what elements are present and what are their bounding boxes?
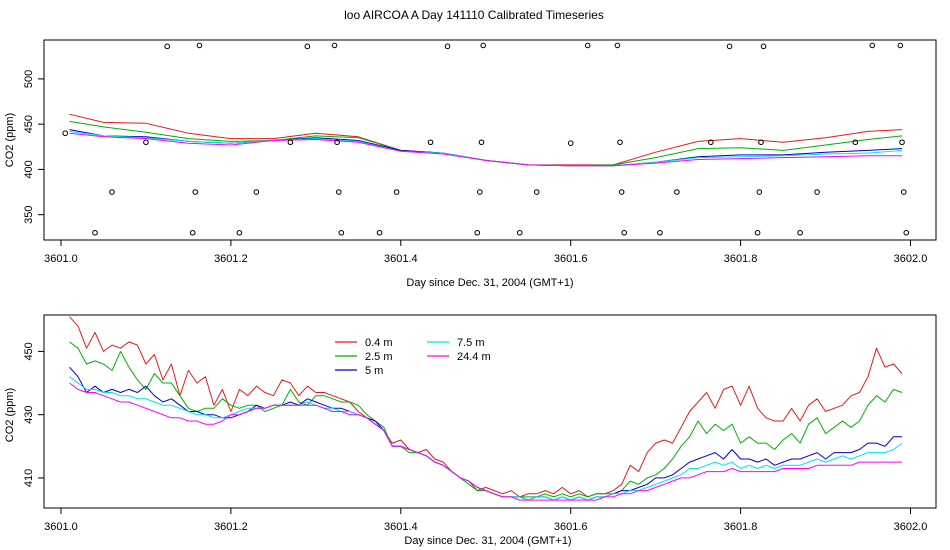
marker-point — [236, 229, 243, 236]
y-tick-label: 350 — [23, 205, 35, 223]
marker-point — [533, 189, 540, 195]
marker-point — [869, 42, 876, 49]
marker-point — [338, 229, 345, 236]
marker-point — [621, 229, 628, 236]
legend-label: 2.5 m — [365, 351, 393, 363]
x-tick-label: 3601.6 — [554, 521, 588, 533]
marker-point — [617, 139, 623, 146]
y-axis-bottom: 410 430 450 — [23, 342, 44, 487]
marker-point — [618, 189, 625, 195]
marker-point — [797, 229, 803, 236]
marker-point — [189, 229, 196, 236]
marker-point — [192, 189, 199, 195]
series-group-top — [69, 113, 903, 167]
marker-point — [897, 42, 904, 49]
x-tick-label: 3601.6 — [554, 253, 588, 265]
x-tick-label: 3602.0 — [894, 253, 928, 265]
plot-frame-top — [43, 39, 937, 241]
marker-point — [708, 139, 714, 146]
marker-point — [657, 229, 663, 236]
x-tick-label: 3601.4 — [384, 521, 418, 533]
marker-point — [109, 189, 115, 195]
series-group-bottom — [69, 316, 903, 501]
series-line-bottom-0 — [69, 316, 903, 498]
y-axis-label-top: CO2 (ppm) — [4, 113, 16, 167]
marker-point — [427, 139, 434, 146]
marker-point — [376, 229, 383, 236]
marker-point — [814, 189, 820, 195]
marker-point — [334, 139, 340, 146]
marker-point — [674, 189, 680, 195]
x-tick-label: 3601.2 — [214, 253, 248, 265]
marker-point — [614, 42, 621, 49]
marker-point — [304, 43, 311, 50]
x-axis-label-bottom: Day since Dec. 31, 2004 (GMT+1) — [404, 535, 571, 547]
marker-point — [852, 139, 859, 146]
marker-point — [331, 42, 338, 49]
marker-point — [92, 229, 98, 236]
legend-label: 5 m — [365, 365, 383, 377]
marker-point — [393, 189, 400, 195]
marker-point — [567, 140, 574, 146]
marker-point — [903, 229, 910, 236]
marker-point — [584, 42, 591, 49]
legend-label: 0.4 m — [365, 337, 393, 349]
marker-point — [196, 42, 203, 49]
x-axis-label-top: Day since Dec. 31, 2004 (GMT+1) — [406, 277, 573, 289]
x-tick-label: 3601.0 — [44, 253, 78, 265]
marker-point — [900, 189, 907, 195]
y-tick-label: 450 — [23, 115, 35, 133]
marker-point — [335, 189, 342, 195]
chart-bottom: 410 430 450 3601.0 3601.2 3601.4 3601.6 3601.8… — [4, 314, 937, 547]
x-tick-label: 3601.4 — [384, 253, 418, 265]
y-axis-label-bottom: CO2 (ppm) — [4, 388, 16, 442]
y-axis-top: 350 400 450 500 — [23, 70, 44, 224]
marker-point — [899, 139, 905, 146]
plot-frame-bottom — [43, 314, 937, 509]
page-title: loo AIRCOA A Day 141110 Calibrated Times… — [344, 8, 604, 22]
marker-point — [143, 139, 149, 146]
x-axis-top: 3601.0 3601.2 3601.4 3601.6 3601.8 3602.0 — [44, 240, 927, 265]
marker-point — [253, 189, 260, 195]
marker-point — [478, 139, 485, 146]
x-tick-label: 3602.0 — [894, 521, 928, 533]
marker-point — [760, 43, 767, 50]
marker-point — [754, 229, 761, 236]
series-line-bottom-4 — [69, 382, 902, 501]
marker-point — [726, 43, 733, 50]
legend-label: 24.4 m — [457, 351, 491, 363]
marker-point — [480, 42, 487, 49]
x-tick-label: 3601.8 — [724, 521, 758, 533]
y-tick-label: 430 — [23, 405, 35, 423]
x-axis-bottom: 3601.0 3601.2 3601.4 3601.6 3601.8 3602.0 — [44, 508, 927, 533]
marker-point — [287, 139, 294, 146]
x-tick-label: 3601.8 — [724, 253, 758, 265]
legend-label: 7.5 m — [457, 337, 485, 349]
series-line-bottom-3 — [69, 376, 903, 501]
x-tick-label: 3601.0 — [44, 521, 78, 533]
marker-point — [516, 229, 523, 236]
marker-point — [756, 189, 763, 195]
marker-point — [477, 189, 483, 195]
marker-point — [164, 43, 170, 50]
marker-group-top — [62, 42, 910, 236]
y-tick-label: 450 — [23, 342, 35, 360]
x-tick-label: 3601.2 — [214, 521, 248, 533]
series-line-bottom-1 — [69, 341, 903, 498]
marker-point — [444, 43, 451, 50]
y-tick-label: 410 — [23, 469, 35, 487]
legend: 0.4 m 2.5 m 5 m 7.5 m 24.4 m — [335, 337, 491, 377]
marker-point — [62, 130, 69, 137]
y-tick-label: 500 — [23, 70, 35, 88]
series-line-top-4 — [69, 132, 902, 167]
marker-point — [474, 229, 481, 236]
series-line-bottom-2 — [69, 366, 902, 501]
marker-point — [758, 139, 764, 146]
y-tick-label: 400 — [23, 160, 35, 178]
